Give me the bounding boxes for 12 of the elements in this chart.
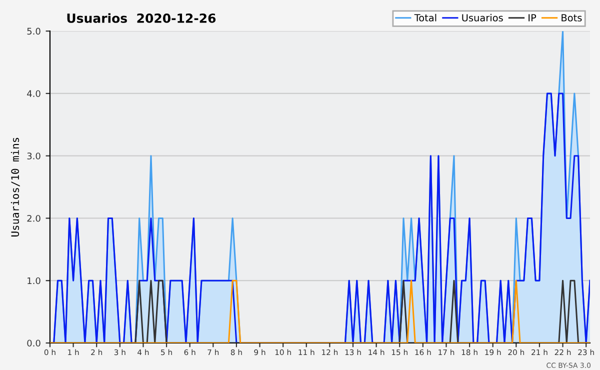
y-tick-label: 1.0 — [28, 277, 40, 284]
chart-title: Usuarios 2020-12-26 — [67, 13, 216, 23]
y-tick-label: 5.0 — [27, 28, 40, 35]
legend-label: Bots — [562, 14, 582, 22]
y-tick-label: 4.0 — [27, 90, 40, 98]
y-tick-label: 2.0 — [27, 214, 40, 222]
legend-label: Total — [414, 14, 436, 22]
legend-label: Usuarios — [462, 14, 503, 22]
y-axis-title: Usuarios/10 mins — [10, 138, 20, 236]
y-tick-label: 3.0 — [27, 152, 40, 160]
y-tick-label: 0.0 — [27, 340, 40, 347]
legend-label: IP — [528, 14, 536, 22]
